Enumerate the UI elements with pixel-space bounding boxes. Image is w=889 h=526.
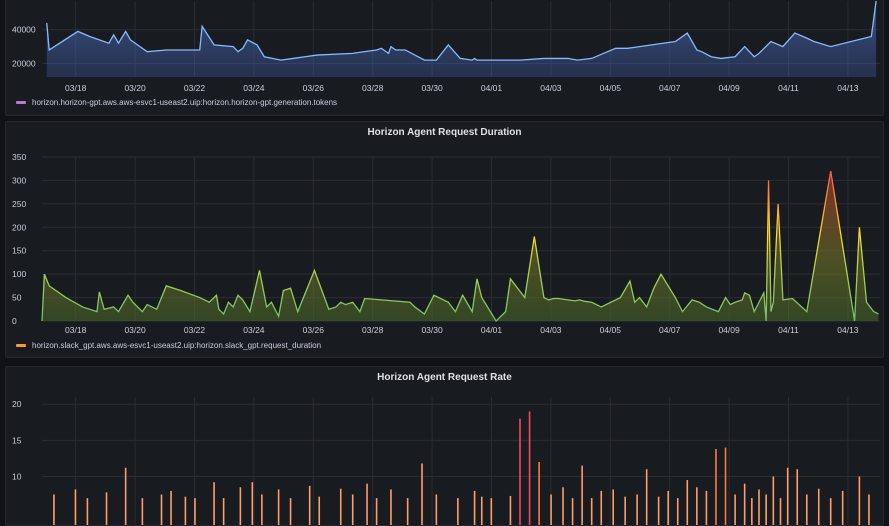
x-tick-label: 04/03 [540,325,562,335]
x-tick-label: 04/11 [778,83,799,93]
y-tick-label: 150 [12,246,26,256]
x-tick-label: 03/26 [303,325,325,335]
x-tick-label: 04/13 [837,325,859,335]
y-tick-label: 50 [12,293,22,303]
x-tick-label: 03/26 [303,83,325,93]
x-tick-label: 03/18 [65,83,87,93]
x-tick-label: 03/24 [243,83,265,93]
request-duration-chart: 03/18 03/20 03/22 03/24 03/26 03/28 03/30 04/01… [12,152,880,335]
x-tick-label: 04/07 [659,325,681,335]
y-tick-label: 100 [12,269,26,279]
legend-label: horizon.slack_gpt.aws.aws-esvc1-useast2.… [32,341,322,350]
y-tick-label: 300 [12,175,26,185]
panel-title: Horizon Agent Request Rate [377,372,512,383]
x-tick-label: 04/01 [481,83,503,93]
y-tick-label: 200 [12,222,26,232]
panel-title: Horizon Agent Request Duration [367,127,522,138]
x-tick-label: 04/11 [778,325,799,335]
tokens-chart: 03/18 03/20 03/22 03/24 03/26 03/28 03/30 04/01… [12,0,880,93]
x-tick-label: 03/30 [421,325,443,335]
x-tick-label: 03/22 [184,325,206,335]
y-tick-label: 350 [12,152,26,162]
y-tick-label: 250 [12,199,26,209]
x-tick-label: 04/03 [540,83,562,93]
x-tick-label: 04/09 [718,325,740,335]
y-tick-label: 20000 [12,58,36,68]
x-tick-label: 04/05 [600,325,622,335]
x-tick-label: 03/22 [184,83,206,93]
x-tick-label: 04/01 [481,325,503,335]
tokens-legend[interactable]: horizon.horizon-gpt.aws.aws-esvc1-useast… [16,98,337,107]
x-tick-label: 03/20 [124,83,146,93]
series-area [46,1,877,77]
request-duration-panel[interactable]: Horizon Agent Request Duration 03/18 03/2… [5,121,884,358]
series-area [42,171,879,321]
legend-label: horizon.horizon-gpt.aws.aws-esvc1-useast… [32,98,338,107]
y-tick-label: 40000 [12,25,36,35]
x-tick-label: 03/20 [124,325,146,335]
request-rate-chart: 10 15 20 [12,397,880,525]
x-tick-label: 03/24 [243,325,265,335]
x-tick-label: 03/18 [65,325,87,335]
y-tick-label: 20 [12,399,22,409]
y-tick-label: 10 [12,471,22,481]
series-line [41,170,879,323]
request-duration-legend[interactable]: horizon.slack_gpt.aws.aws-esvc1-useast2.… [16,341,321,350]
request-rate-panel[interactable]: Horizon Agent Request Rate 10 15 20 [5,366,884,526]
tokens-panel[interactable]: 03/18 03/20 03/22 03/24 03/26 03/28 03/30 04/01… [5,0,884,116]
legend-swatch [16,344,26,347]
y-tick-label: 15 [12,435,22,445]
x-tick-label: 04/07 [659,83,681,93]
x-tick-label: 04/09 [718,83,740,93]
x-tick-label: 04/13 [837,83,859,93]
series-line [46,0,877,61]
x-tick-label: 03/28 [362,325,384,335]
x-tick-label: 03/28 [362,83,384,93]
x-tick-label: 04/05 [600,83,622,93]
x-tick-label: 03/30 [421,83,443,93]
y-tick-label: 0 [12,316,17,326]
legend-swatch [16,101,26,104]
